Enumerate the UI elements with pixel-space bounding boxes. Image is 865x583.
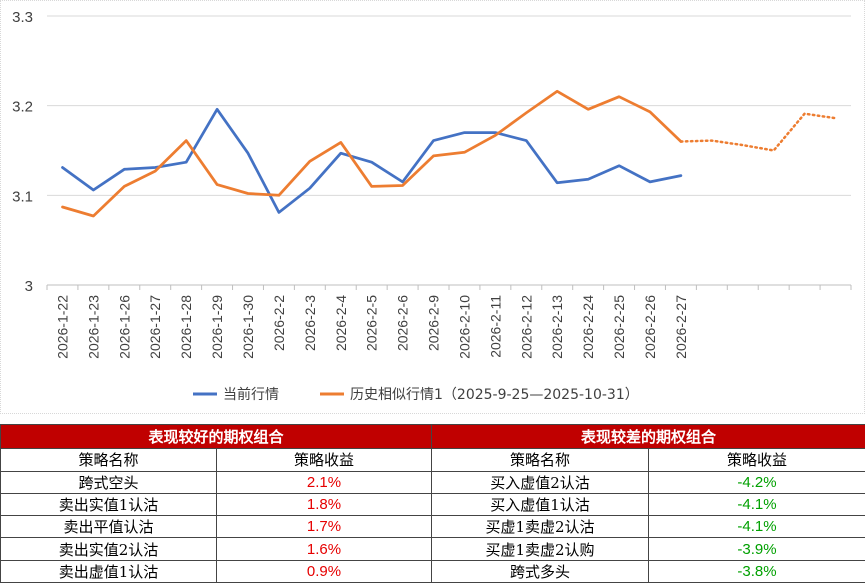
- table-header-row: 策略名称 策略收益 策略名称 策略收益: [0, 448, 865, 472]
- good-strategy-return: 0.9%: [215, 559, 433, 583]
- table-row: 卖出虚值1认沽 0.9% 跨式多头 -3.8%: [0, 559, 865, 583]
- x-tick-label: 2026-2-2: [271, 295, 287, 351]
- x-tick-label: 2026-2-13: [549, 295, 565, 359]
- y-tick-label: 3.3: [12, 9, 33, 26]
- bad-col-name-header: 策略名称: [431, 448, 650, 472]
- x-tick-label: 2026-2-11: [487, 295, 503, 358]
- x-tick-label: 2026-2-25: [611, 295, 627, 359]
- table-row: 卖出实值2认沽 1.6% 买虚1卖虚2认购 -3.9%: [0, 537, 865, 561]
- x-tick-label: 2026-1-26: [116, 295, 132, 359]
- x-tick-label: 2026-2-9: [426, 295, 442, 351]
- x-tick-label: 2026-2-3: [302, 295, 318, 351]
- good-strategy-return: 1.8%: [215, 492, 433, 517]
- line-chart: 3 3.1 3.2 3.3 2026-1-22 2026-1-23 2026-1-26 202…: [12, 9, 852, 403]
- good-strategy-return: 1.7%: [215, 515, 433, 539]
- x-tick-label: 2026-1-22: [54, 295, 70, 359]
- good-strategy-name: 卖出平值认沽: [0, 515, 217, 539]
- x-tick-label: 2026-1-28: [178, 295, 194, 359]
- good-strategy-name: 跨式空头: [0, 470, 217, 494]
- bad-strategy-name: 买虚1卖虚2认购: [431, 537, 650, 561]
- bad-strategy-return: -4.1%: [648, 515, 865, 539]
- x-tick-label: 2026-1-29: [209, 295, 225, 359]
- x-tick-label: 2026-1-27: [147, 295, 163, 359]
- bad-strategy-return: -3.9%: [648, 537, 865, 561]
- bad-col-value-header: 策略收益: [648, 448, 865, 472]
- x-tick-label: 2026-1-23: [85, 295, 101, 359]
- good-col-value-header: 策略收益: [215, 448, 433, 472]
- x-tick-label: 2026-2-4: [333, 295, 349, 351]
- bad-strategy-return: -4.1%: [648, 492, 865, 517]
- table-title-row: 表现较好的期权组合 表现较差的期权组合: [0, 423, 865, 450]
- bad-strategy-name: 买虚1卖虚2认沽: [431, 515, 650, 539]
- good-strategy-name: 卖出实值1认沽: [0, 492, 217, 517]
- y-tick-label: 3.1: [12, 188, 33, 205]
- x-tick-label: 2026-2-26: [642, 295, 658, 359]
- good-col-name-header: 策略名称: [0, 448, 217, 472]
- x-tick-label: 2026-2-12: [518, 295, 534, 359]
- good-strategy-return: 1.6%: [215, 537, 433, 561]
- x-tick-label: 2026-2-27: [673, 295, 689, 359]
- y-tick-label: 3.2: [12, 99, 33, 116]
- good-strategy-name: 卖出实值2认沽: [0, 537, 217, 561]
- series-line: [61, 107, 683, 214]
- series-line-projection: [679, 112, 837, 152]
- table-row: 跨式空头 2.1% 买入虚值2认沽 -4.2%: [0, 470, 865, 494]
- legend-label: 历史相似行情1（2025-9-25—2025-10-31）: [350, 387, 639, 403]
- bad-strategy-return: -3.8%: [648, 559, 865, 583]
- good-table-title: 表现较好的期权组合: [0, 423, 433, 450]
- chart-area: 3 3.1 3.2 3.3 2026-1-22 2026-1-23 2026-1-26 202…: [0, 0, 865, 414]
- legend-label: 当前行情: [223, 386, 279, 403]
- bad-strategy-name: 跨式多头: [431, 559, 650, 583]
- x-tick-label: 2026-1-30: [240, 295, 256, 359]
- x-tick-label: 2026-2-24: [580, 295, 596, 359]
- table-row: 卖出实值1认沽 1.8% 买入虚值1认沽 -4.1%: [0, 492, 865, 517]
- good-strategy-return: 2.1%: [215, 470, 433, 494]
- bad-strategy-name: 买入虚值1认沽: [431, 492, 650, 517]
- series-line: [61, 89, 683, 218]
- option-strategy-tables: 表现较好的期权组合 表现较差的期权组合 策略名称 策略收益 策略名称 策略收益 …: [0, 423, 865, 583]
- bad-strategy-return: -4.2%: [648, 470, 865, 494]
- table-row: 卖出平值认沽 1.7% 买虚1卖虚2认沽 -4.1%: [0, 515, 865, 539]
- x-tick-label: 2026-2-10: [456, 295, 472, 359]
- x-tick-label: 2026-2-6: [395, 295, 411, 351]
- y-tick-label: 3: [25, 278, 33, 295]
- bad-strategy-name: 买入虚值2认沽: [431, 470, 650, 494]
- bad-table-title: 表现较差的期权组合: [431, 423, 865, 450]
- good-strategy-name: 卖出虚值1认沽: [0, 559, 217, 583]
- x-tick-label: 2026-2-5: [364, 295, 380, 351]
